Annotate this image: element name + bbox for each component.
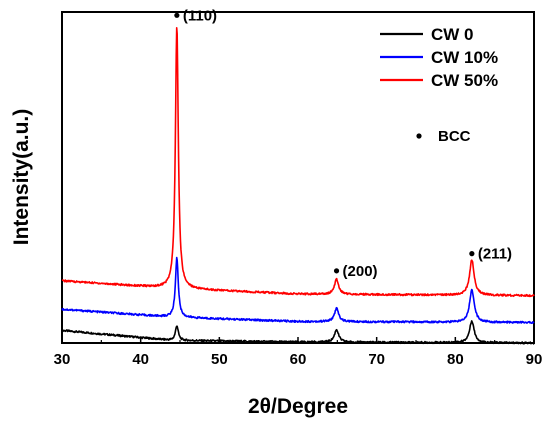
peak-label: (211)	[478, 246, 512, 263]
peak-annotations: (110) (200) (211)	[174, 7, 512, 280]
series-line-0	[61, 320, 535, 345]
bcc-marker-dot	[469, 251, 475, 257]
x-axis-title: 2θ/Degree	[248, 395, 348, 418]
legend: CW 0 CW 10% CW 50% BCC	[380, 25, 498, 145]
legend-label: CW 10%	[431, 48, 498, 67]
legend-label: CW 0	[431, 25, 474, 44]
legend-bcc-label: BCC	[438, 128, 471, 145]
peak-label: (110)	[183, 7, 217, 24]
y-axis-title: Intensity(a.u.)	[10, 109, 33, 246]
x-tick-label: 90	[526, 351, 543, 368]
legend-label: CW 50%	[431, 71, 498, 90]
x-tick-label: 80	[447, 351, 464, 368]
x-tick-label: 40	[132, 351, 149, 368]
x-tick-label: 70	[368, 351, 385, 368]
x-tick-label: 30	[54, 351, 71, 368]
series-line-2	[61, 26, 535, 298]
series-line-1	[61, 256, 535, 325]
x-tick-label: 60	[290, 351, 307, 368]
peak-label: (200)	[343, 263, 378, 280]
legend-bcc-dot	[416, 133, 422, 139]
bcc-marker-dot	[174, 12, 180, 18]
x-tick-label: 50	[211, 351, 228, 368]
series-lines	[61, 26, 535, 345]
bcc-marker-dot	[333, 268, 340, 274]
